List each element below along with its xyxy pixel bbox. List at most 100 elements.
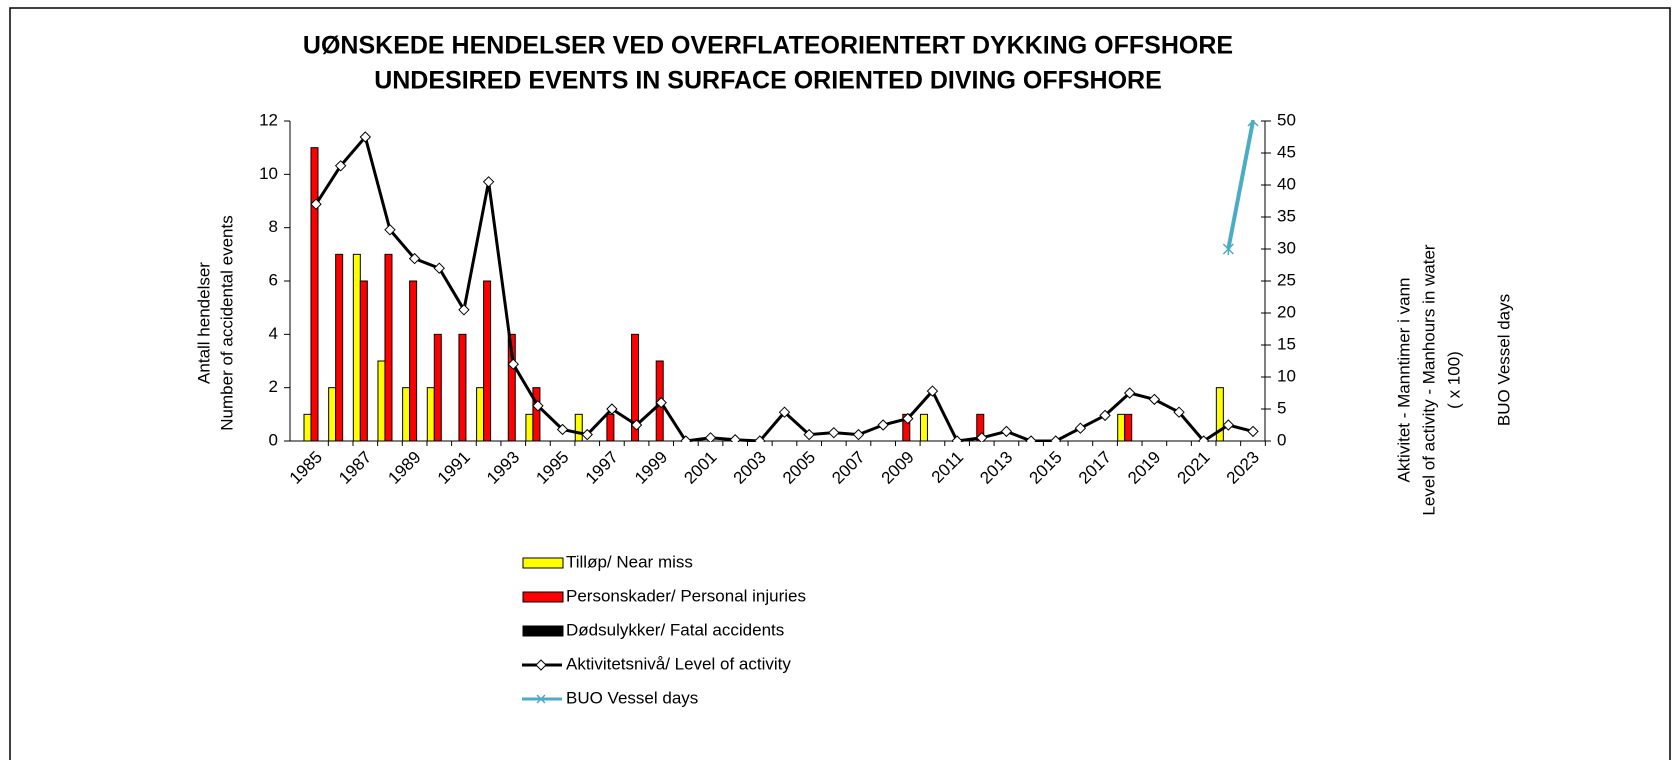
marker [1000,425,1013,438]
line [314,133,1254,442]
bar [919,413,928,442]
marker [556,423,569,436]
y-tick-label: 2 [269,377,278,396]
x-tick-label: 1991 [434,448,474,488]
x-tick-label: 2023 [1223,448,1263,488]
marker [630,419,643,431]
x-tick-label: 2017 [1075,448,1115,488]
marker [507,358,519,370]
legend-swatch [522,557,564,569]
marker [729,434,741,442]
marker [655,396,667,409]
x-tick-label: 1995 [532,448,572,488]
legend-swatch [522,625,564,637]
legend-marker [535,659,547,671]
marker [951,435,963,442]
x-tick-label: 1999 [631,448,671,488]
marker [1099,409,1111,422]
legend-label: Tilløp/ Near miss [566,552,693,571]
marker [433,262,445,274]
marker [1222,243,1234,255]
marker [310,198,322,210]
marker [976,432,988,442]
marker [754,435,766,442]
x-tick-label: 2015 [1026,448,1066,488]
bar [1117,413,1126,442]
line [1226,120,1255,250]
bar [458,333,467,442]
marker [778,406,791,418]
marker [1173,406,1185,418]
marker [532,400,544,412]
y2-axis-label: Aktivitet - Manntimer i vann [1394,277,1413,482]
legend-label: Dødsulykker/ Fatal accidents [566,620,784,639]
y2-tick-label: 50 [1277,110,1296,129]
marker [1148,393,1161,406]
bar [328,387,337,442]
y3-axis-label: BUO Vessel days [1494,294,1513,426]
x-tick-label: 2007 [828,448,868,488]
bar [507,333,516,442]
legend-label: BUO Vessel days [566,688,698,707]
bar [631,333,640,442]
bar [310,147,319,442]
bar [532,387,541,442]
marker [926,385,939,397]
y-tick-label: 6 [269,270,278,289]
x-tick-label: 2013 [976,448,1016,488]
y2-tick-label: 15 [1277,334,1296,353]
x-tick-label: 1993 [483,448,523,488]
bar [476,387,485,442]
marker [581,428,593,441]
bar [426,387,435,442]
y2-axis-label: Level of activity - Manhours in water [1419,244,1438,516]
x-tick-label: 2001 [680,448,720,488]
y2-axis-label: ( x 100) [1444,351,1463,409]
marker [680,435,692,442]
marker [877,419,889,431]
bar [1215,387,1224,442]
y2-tick-label: 10 [1277,366,1296,385]
marker [408,252,421,265]
y-axis-label: Number of accidental events [217,215,236,430]
bar [902,413,911,442]
y-axis-label: Antall hendelser [194,262,213,384]
marker [828,426,840,439]
marker [852,428,865,441]
bar [409,280,418,442]
x-tick-label: 2011 [928,448,967,487]
bar [359,280,368,442]
y2-tick-label: 0 [1277,430,1286,449]
x-tick-label: 2019 [1124,448,1164,488]
marker [458,304,470,316]
marker [1222,419,1235,431]
y2-tick-label: 25 [1277,270,1296,289]
marker [359,131,372,143]
y-tick-label: 0 [269,430,278,449]
marker [1124,387,1136,399]
bar [433,333,442,442]
marker [384,224,396,236]
x-tick-label: 1987 [335,448,375,488]
frame [9,7,1671,760]
chart-title: UØNSKEDE HENDELSER VED OVERFLATEORIENTER… [303,32,1233,60]
legend-label: Aktivitetsnivå/ Level of activity [566,654,791,673]
bar [1124,413,1133,442]
x-tick-label: 1989 [384,448,424,488]
bar [377,360,386,442]
marker [1050,435,1062,442]
bar [335,253,344,442]
bar [606,413,615,442]
bar [574,413,583,442]
marker [1025,435,1037,442]
x-tick-label: 1997 [582,448,622,488]
marker [1197,435,1210,442]
marker [704,432,717,442]
bar [303,413,312,442]
marker [1247,425,1259,438]
marker [902,412,914,425]
x-tick-label: 2009 [878,448,918,488]
marker [803,428,815,441]
bar [384,253,393,442]
